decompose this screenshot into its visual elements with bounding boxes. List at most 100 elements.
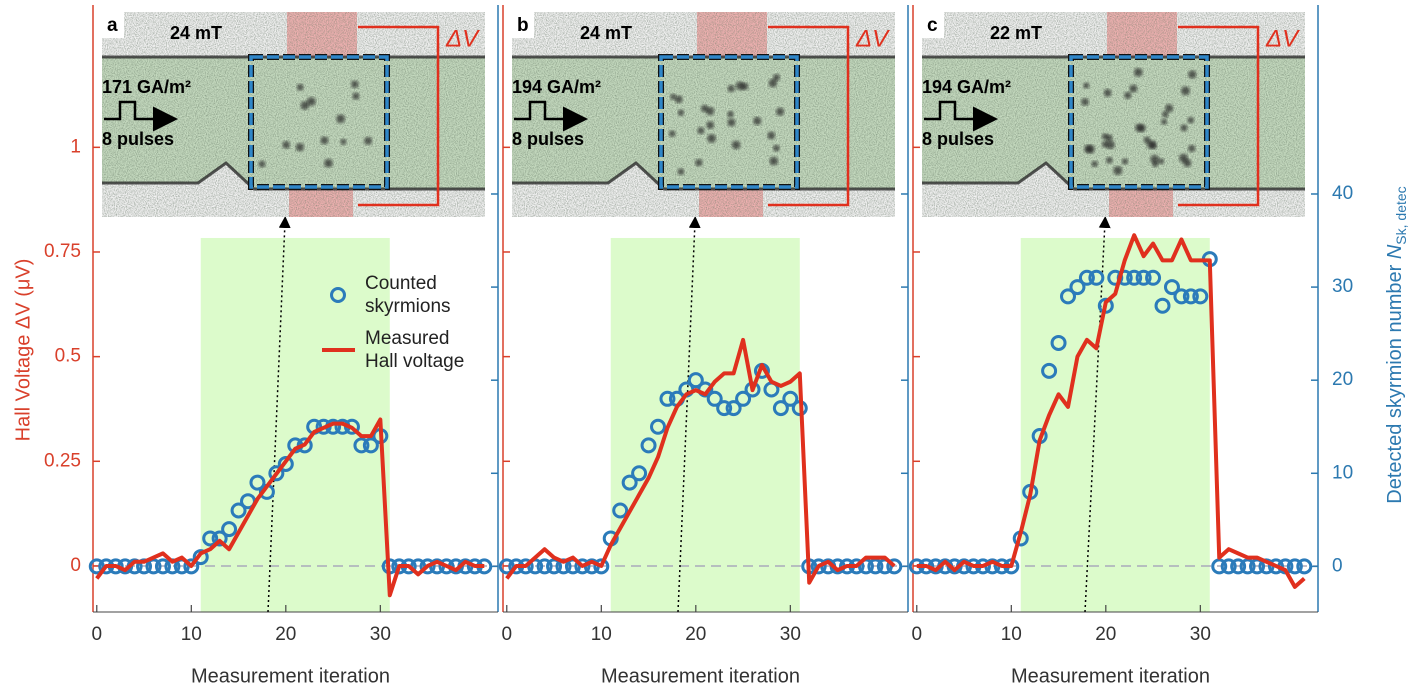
- skyrmion-spot: [735, 81, 745, 91]
- voltage-label: ΔV: [1265, 25, 1300, 52]
- skyrmion-spot: [769, 156, 779, 166]
- y2-tick-label: 0: [1332, 555, 1343, 576]
- skyrmion-spot: [1188, 70, 1197, 79]
- skyrmion-count: [419, 558, 436, 575]
- skyrmion-count: [612, 502, 629, 519]
- skyrmion-count: [574, 558, 591, 575]
- skyrmion-count: [1126, 269, 1143, 286]
- y2-tick-label: 10: [1332, 462, 1353, 483]
- skyrmion-count: [640, 437, 657, 454]
- skyrmion-count: [886, 558, 903, 575]
- inset-image: ΔV a 24 mT 171 GA/m² 8 pulses: [102, 12, 485, 217]
- skyrmion-spot: [1181, 86, 1190, 96]
- x-tick-label: 0: [501, 624, 512, 645]
- skyrmion-count: [725, 400, 742, 417]
- skyrmion-count: [230, 502, 247, 519]
- y-tick-label: 0: [70, 555, 81, 576]
- skyrmion-spot: [772, 144, 780, 152]
- skyrmion-count: [631, 465, 648, 482]
- detection-box: [659, 55, 799, 189]
- skyrmion-count: [268, 465, 285, 482]
- skyrmion-spot: [727, 110, 734, 118]
- panel-label: b: [517, 15, 529, 36]
- pointer: [677, 216, 701, 613]
- skyrmion-count: [1154, 297, 1171, 314]
- y-tick-label: 0.25: [44, 450, 81, 471]
- panel-label: c: [927, 15, 938, 36]
- skyrmion-spot: [1138, 124, 1146, 132]
- skyrmion-count: [1078, 269, 1095, 286]
- skyrmion-count: [1097, 297, 1114, 314]
- skyrmion-spot: [674, 95, 683, 104]
- current-label: 194 GA/m²: [512, 77, 601, 97]
- skyrmion-count: [536, 558, 553, 575]
- pointer: [267, 216, 291, 613]
- skyrmion-count: [438, 558, 455, 575]
- skyrmion-count: [221, 521, 238, 538]
- skyrmion-count: [867, 558, 884, 575]
- skyrmion-spot: [336, 114, 346, 124]
- y-tick-label: 0.75: [44, 241, 81, 262]
- y-axis-label: Hall Voltage ΔV (μV): [12, 259, 34, 442]
- skyrmion-spot: [1124, 91, 1132, 100]
- y-tick-label: 0.5: [55, 346, 81, 367]
- y-tick-label: 1: [70, 136, 81, 157]
- skyrmion-count: [498, 558, 515, 575]
- skyrmion-spot: [707, 134, 716, 143]
- inset-image: ΔV c 22 mT 194 GA/m² 8 pulses: [922, 12, 1305, 217]
- skyrmion-count: [706, 390, 723, 407]
- skyrmion-count: [716, 400, 733, 417]
- skyrmion-count: [1173, 288, 1190, 305]
- skyrmion-spot: [295, 143, 305, 152]
- skyrmion-spot: [1081, 98, 1089, 106]
- x-tick-label: 0: [911, 624, 922, 645]
- skyrmion-count: [650, 418, 667, 435]
- skyrmion-spot: [1106, 140, 1115, 150]
- pointer: [1084, 216, 1111, 613]
- x-tick-label: 30: [780, 624, 801, 645]
- skyrmion-spot: [668, 130, 676, 138]
- skyrmion-spot: [731, 140, 741, 150]
- skyrmion-count: [1267, 558, 1284, 575]
- skyrmion-count: [735, 390, 752, 407]
- skyrmion-count: [154, 558, 171, 575]
- skyrmion-spot: [1188, 144, 1196, 153]
- pulse-symbol: [104, 100, 178, 132]
- y2-tick-label: 30: [1332, 276, 1353, 297]
- hall-voltage-line: [95, 417, 485, 598]
- skyrmion-spot: [1129, 84, 1138, 93]
- skyrmion-spot: [1187, 116, 1195, 124]
- contact-top: [287, 12, 357, 60]
- skyrmion-spot: [324, 158, 333, 168]
- x-tick-label: 20: [685, 624, 706, 645]
- skyrmion-count: [353, 437, 370, 454]
- skyrmion-count: [1192, 288, 1209, 305]
- skyrmion-spot: [1161, 118, 1168, 125]
- skyrmion-count: [1060, 288, 1077, 305]
- skyrmion-count: [362, 437, 379, 454]
- voltage-probe: [1178, 25, 1260, 207]
- skyrmion-spot: [1101, 140, 1109, 148]
- x-axis-label: Measurement iteration: [1011, 665, 1210, 687]
- skyrmion-count: [1230, 558, 1247, 575]
- skyrmion-count: [1145, 269, 1162, 286]
- skyrmion-count: [192, 549, 209, 566]
- x-tick-label: 30: [1190, 624, 1211, 645]
- panel-label-bg: [512, 12, 534, 38]
- panel-label-bg: [102, 12, 124, 38]
- y2-tick-label: 40: [1332, 183, 1353, 204]
- legend-label: Measured Hall voltage: [365, 328, 465, 372]
- y2-label-symbol: N: [1384, 244, 1406, 259]
- skyrmion-count: [782, 390, 799, 407]
- skyrmion-spot: [1106, 156, 1113, 164]
- skyrmion-spot: [364, 136, 373, 145]
- legend-label: Counted skyrmions: [365, 273, 451, 317]
- skyrmion-count: [621, 474, 638, 491]
- voltage-probe: [358, 25, 440, 207]
- skyrmion-spot: [1180, 124, 1188, 132]
- legend-marker: [330, 287, 346, 303]
- skyrmion-spot: [1162, 110, 1169, 118]
- skyrmion-count: [593, 558, 610, 575]
- skyrmion-spot: [753, 116, 762, 125]
